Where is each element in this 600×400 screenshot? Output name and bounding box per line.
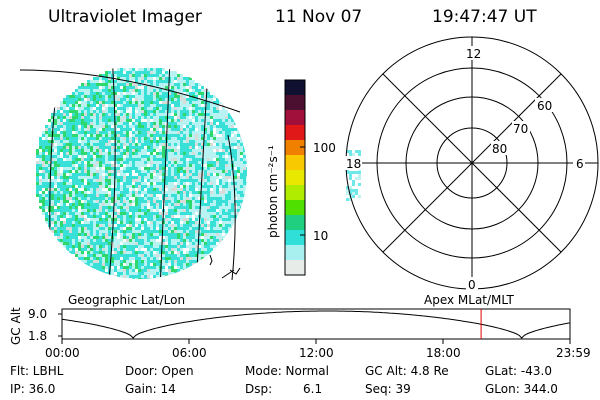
time-tick-label: 23:59 <box>556 346 591 360</box>
colorbar-band <box>285 110 305 126</box>
colorbar-tick-100: 100 <box>313 141 336 155</box>
mlat-label-80: 80 <box>492 142 507 156</box>
colorbar-band <box>285 80 305 96</box>
time-tick-label: 00:00 <box>45 346 80 360</box>
latitude-line <box>19 69 241 113</box>
colorbar-band <box>285 155 305 171</box>
altitude-curve <box>61 310 571 339</box>
meridian-line <box>159 65 171 279</box>
ip-info: IP: 36.0 <box>10 382 56 396</box>
mlt-label-6: 6 <box>576 157 584 171</box>
mode-info: Mode: Normal <box>245 364 329 378</box>
colorbar-band <box>285 245 305 261</box>
colorbar-band <box>285 95 305 111</box>
gc-alt-info: GC Alt: 4.8 Re <box>365 364 449 378</box>
mlt-label-0: 0 <box>468 278 476 292</box>
mlat-label-70: 70 <box>513 122 528 136</box>
colorbar-tick-10: 10 <box>313 229 328 243</box>
colorbar-band <box>285 215 305 231</box>
colorbar-band <box>285 230 305 246</box>
colorbar-frame <box>284 79 306 276</box>
gain-info: Gain: 14 <box>125 382 176 396</box>
instrument-title: Ultraviolet Imager <box>48 7 202 27</box>
door-info: Door: Open <box>125 364 194 378</box>
colorbar-band <box>285 170 305 186</box>
meridian-line <box>227 134 236 281</box>
colorbar-unit-label: photon cm⁻²s⁻¹ <box>266 145 280 238</box>
geographic-label: Geographic Lat/Lon <box>68 293 185 307</box>
coastline <box>209 254 241 279</box>
colorbar-scale <box>285 80 305 276</box>
time-tick-label: 06:00 <box>172 346 207 360</box>
seq-info: Seq: 39 <box>365 382 411 396</box>
meridian-line <box>107 65 116 279</box>
glat-info: GLat: -43.0 <box>485 364 552 378</box>
observation-date: 11 Nov 07 <box>275 7 363 27</box>
header: Ultraviolet Imager 11 Nov 07 19:47:47 UT <box>0 7 600 29</box>
meridian-line <box>195 69 209 279</box>
dsp-value: 6.1 <box>303 382 323 396</box>
dsp-label: Dsp: <box>245 382 273 396</box>
colorbar-band <box>285 125 305 141</box>
colorbar-band <box>285 185 305 201</box>
colorbar-band <box>285 200 305 216</box>
alt-tick-1.8: 1.8 <box>28 329 47 343</box>
observation-time: 19:47:47 UT <box>432 7 537 27</box>
apex-label: Apex MLat/MLT <box>424 293 514 307</box>
mlat-label-60: 60 <box>537 99 552 113</box>
time-tick-label: 12:00 <box>299 346 334 360</box>
colorbar-band <box>285 260 305 276</box>
mlt-label-12: 12 <box>466 47 481 61</box>
alt-axis-label: GC Alt <box>9 307 23 345</box>
mlt-label-18: 18 <box>346 157 361 171</box>
time-tick-label: 18:00 <box>426 346 461 360</box>
colorbar-band <box>285 140 305 156</box>
alt-tick-9: 9.0 <box>28 307 47 321</box>
polar-diagonal <box>382 73 562 253</box>
glon-info: GLon: 344.0 <box>485 382 558 396</box>
filter-info: Flt: LBHL <box>10 364 64 378</box>
